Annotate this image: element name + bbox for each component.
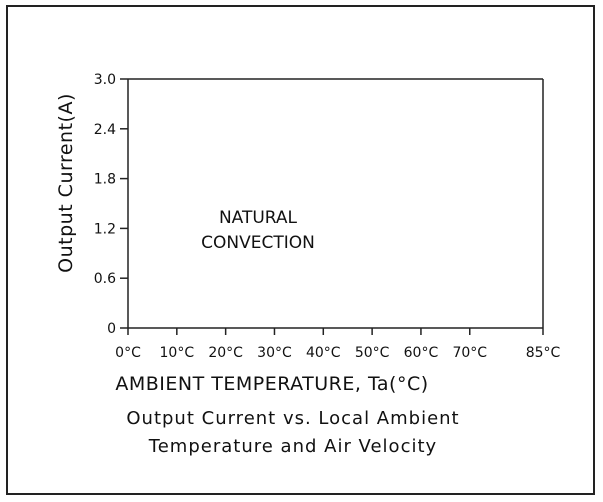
y-tick-label: 1.8 bbox=[94, 172, 116, 188]
y-tick-label: 0.6 bbox=[94, 271, 116, 287]
x-tick-label: 70°C bbox=[452, 345, 487, 361]
y-axis-ticks: 0 0.6 1.2 1.8 2.4 3.0 bbox=[94, 72, 128, 337]
caption-line-2: Temperature and Air Velocity bbox=[148, 436, 437, 457]
x-tick-label: 0°C bbox=[115, 345, 141, 361]
y-tick-label: 0 bbox=[107, 321, 116, 337]
y-tick-label: 2.4 bbox=[94, 122, 116, 138]
annotation-natural: NATURAL bbox=[219, 208, 298, 228]
x-tick-label: 30°C bbox=[257, 345, 292, 361]
x-tick-label: 10°C bbox=[160, 345, 195, 361]
x-tick-label: 50°C bbox=[355, 345, 390, 361]
annotation-convection: CONVECTION bbox=[201, 233, 315, 253]
figure-frame bbox=[6, 5, 595, 495]
caption-line-1: Output Current vs. Local Ambient bbox=[126, 408, 459, 429]
x-tick-label: 20°C bbox=[208, 345, 243, 361]
y-tick-label: 1.2 bbox=[94, 221, 116, 237]
x-axis-title: AMBIENT TEMPERATURE, Ta(°C) bbox=[115, 373, 428, 395]
x-tick-label: 40°C bbox=[306, 345, 341, 361]
y-axis-title: Output Current(A) bbox=[55, 93, 77, 273]
x-tick-label: 85°C bbox=[526, 345, 561, 361]
x-axis-ticks: 0°C 10°C 20°C 30°C 40°C 50°C 60°C 70°C 85°C bbox=[115, 328, 561, 361]
x-tick-label: 60°C bbox=[404, 345, 439, 361]
y-tick-label: 3.0 bbox=[94, 72, 116, 88]
